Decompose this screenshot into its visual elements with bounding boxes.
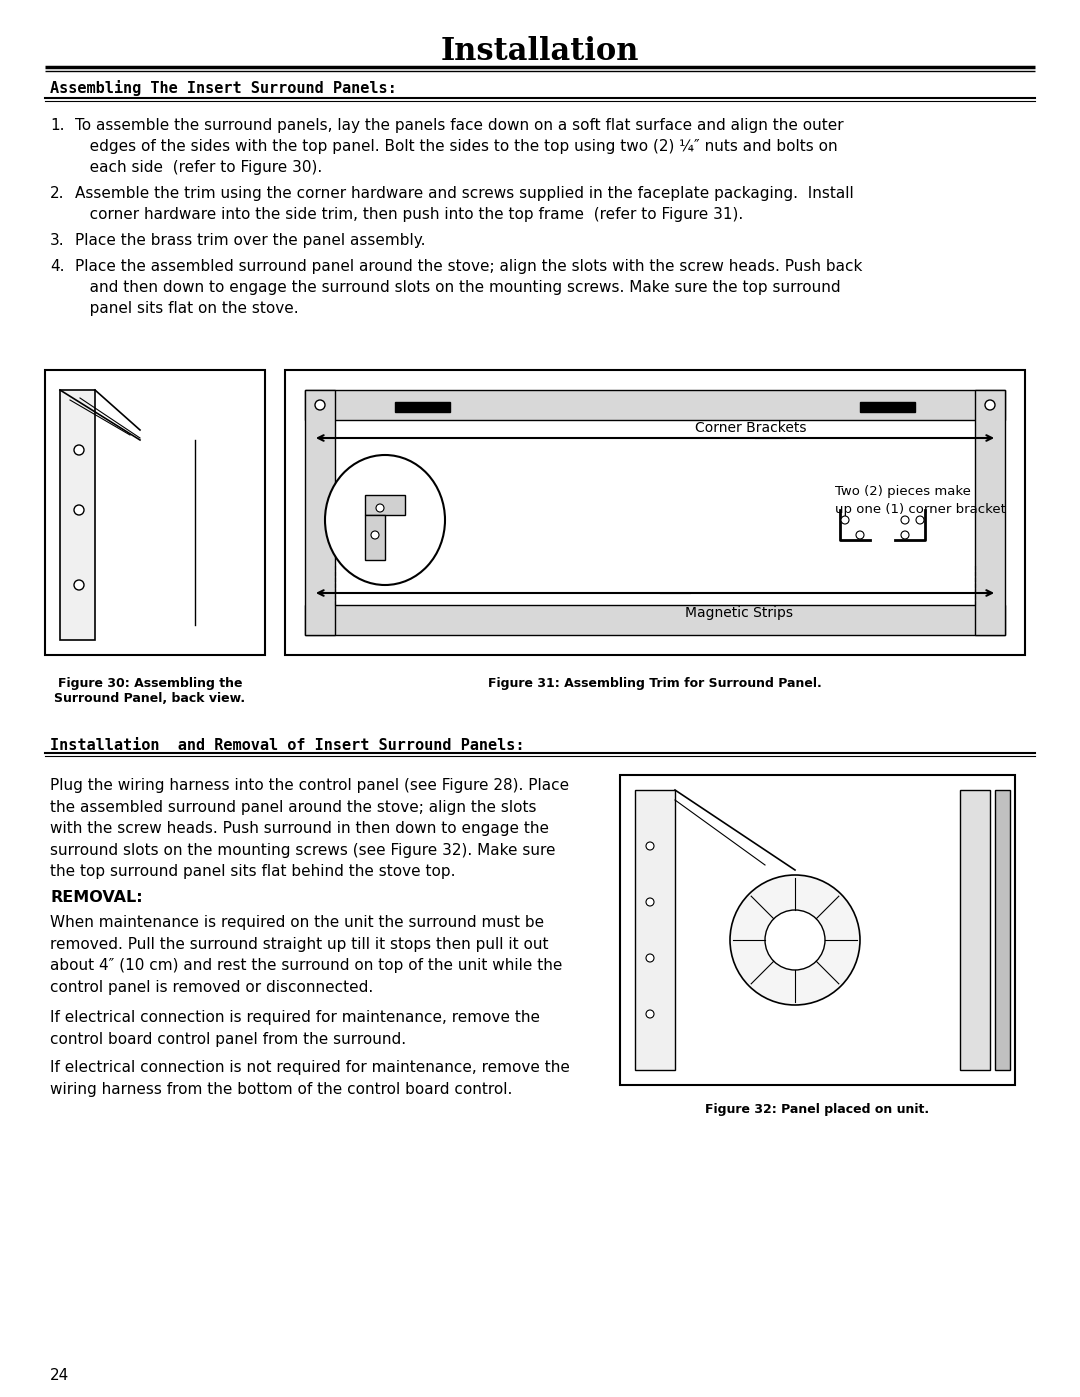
Bar [860,402,915,412]
Text: When maintenance is required on the unit the surround must be
removed. Pull the : When maintenance is required on the unit… [50,915,563,995]
Text: Place the brass trim over the panel assembly.: Place the brass trim over the panel asse… [75,233,426,249]
Bar [60,390,95,640]
Circle shape [901,531,909,539]
Text: 4.: 4. [50,258,65,274]
Circle shape [75,504,84,515]
Bar [960,789,990,1070]
Text: Installation  and Removal of Insert Surround Panels:: Installation and Removal of Insert Surro… [50,738,525,753]
Bar [995,789,1010,1070]
Bar [635,789,675,1070]
Text: 24: 24 [50,1368,69,1383]
Circle shape [646,842,654,849]
Bar [285,370,1025,655]
Text: Place the assembled surround panel around the stove; align the slots with the sc: Place the assembled surround panel aroun… [75,258,862,316]
Circle shape [646,1010,654,1018]
Circle shape [985,400,995,409]
Bar [305,605,1005,636]
Text: Installation: Installation [441,36,639,67]
Text: Magnetic Strips: Magnetic Strips [685,606,793,620]
Bar [365,495,405,515]
Circle shape [916,515,924,524]
Text: Figure 30: Assembling the
Surround Panel, back view.: Figure 30: Assembling the Surround Panel… [54,678,245,705]
Bar [305,390,1005,420]
Circle shape [765,909,825,970]
Text: Figure 32: Panel placed on unit.: Figure 32: Panel placed on unit. [705,1104,929,1116]
Circle shape [376,504,384,511]
Bar [365,515,384,560]
Bar [45,370,265,655]
Bar [620,775,1015,1085]
Circle shape [856,531,864,539]
Circle shape [730,875,860,1004]
Circle shape [75,446,84,455]
Text: Two (2) pieces make
up one (1) corner bracket: Two (2) pieces make up one (1) corner br… [835,485,1005,515]
Text: Assemble the trim using the corner hardware and screws supplied in the faceplate: Assemble the trim using the corner hardw… [75,186,854,222]
Text: 1.: 1. [50,117,65,133]
Bar [395,402,450,412]
Circle shape [901,515,909,524]
Circle shape [646,898,654,907]
Text: REMOVAL:: REMOVAL: [50,890,143,905]
Text: Assembling The Insert Surround Panels:: Assembling The Insert Surround Panels: [50,80,396,96]
Bar [975,390,1005,636]
Text: Figure 31: Assembling Trim for Surround Panel.: Figure 31: Assembling Trim for Surround … [488,678,822,690]
Circle shape [372,531,379,539]
Text: To assemble the surround panels, lay the panels face down on a soft flat surface: To assemble the surround panels, lay the… [75,117,843,175]
Circle shape [315,400,325,409]
Text: 2.: 2. [50,186,65,201]
Circle shape [75,580,84,590]
Text: If electrical connection is required for maintenance, remove the
control board c: If electrical connection is required for… [50,1010,540,1046]
Text: 3.: 3. [50,233,65,249]
Text: Plug the wiring harness into the control panel (see Figure 28). Place
the assemb: Plug the wiring harness into the control… [50,778,569,879]
Circle shape [841,515,849,524]
Text: If electrical connection is not required for maintenance, remove the
wiring harn: If electrical connection is not required… [50,1060,570,1097]
Bar [305,390,335,636]
Circle shape [646,954,654,963]
Ellipse shape [325,455,445,585]
Text: Corner Brackets: Corner Brackets [696,420,807,434]
